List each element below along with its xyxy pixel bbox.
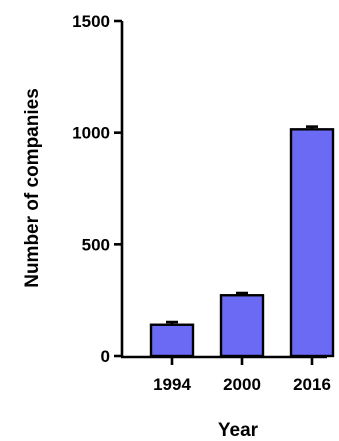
y-tick-label: 1000 [72, 124, 110, 143]
bar-2000 [219, 294, 265, 358]
y-tick-label: 500 [82, 235, 110, 254]
y-tick-label: 1500 [72, 12, 110, 31]
bar-2016 [289, 128, 335, 358]
x-tick-label: 1994 [153, 375, 191, 394]
y-axis-title: Number of companies [22, 88, 43, 288]
x-axis: 1994 2000 2016 [121, 355, 331, 394]
error-bars [166, 125, 318, 325]
y-axis: 0 500 1000 1500 [72, 12, 124, 366]
x-tick-label: 2016 [293, 375, 331, 394]
bar-1994 [149, 323, 195, 358]
x-axis-title: Year [218, 420, 259, 441]
y-tick-label: 0 [101, 347, 110, 366]
bars [149, 128, 335, 358]
x-tick-label: 2000 [223, 375, 261, 394]
